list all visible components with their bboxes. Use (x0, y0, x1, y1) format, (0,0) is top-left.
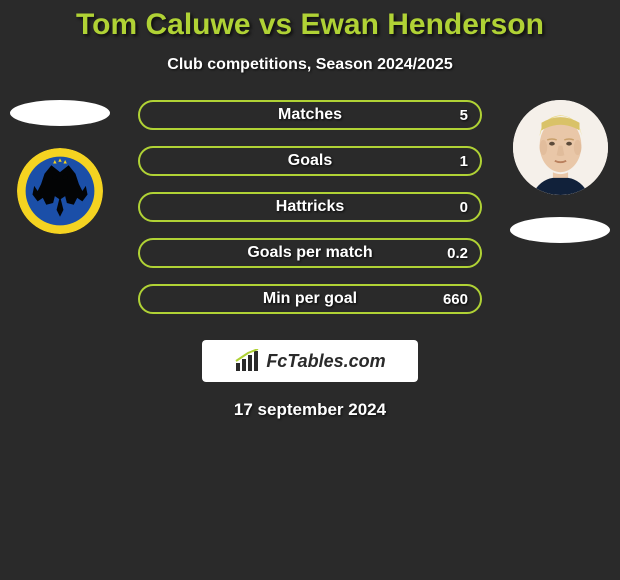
brand-badge: FcTables.com (202, 340, 418, 382)
comparison-container: Tom Caluwe vs Ewan Henderson Club compet… (0, 0, 620, 420)
stat-row-hattricks: Hattricks 0 (138, 192, 482, 222)
subtitle: Club competitions, Season 2024/2025 (0, 56, 620, 74)
stat-right-value: 660 (443, 291, 468, 308)
right-player-column (510, 100, 610, 243)
stat-right-value: 5 (460, 107, 468, 124)
stats-list: Matches 5 Goals 1 Hattricks 0 Goals per … (138, 100, 482, 314)
stat-row-matches: Matches 5 (138, 100, 482, 130)
stat-right-value: 0.2 (447, 245, 468, 262)
left-club-badge (17, 148, 103, 234)
stat-label: Hattricks (276, 198, 344, 216)
content-row: Matches 5 Goals 1 Hattricks 0 Goals per … (0, 100, 620, 314)
date-text: 17 september 2024 (0, 400, 620, 420)
stat-right-value: 0 (460, 199, 468, 216)
page-title: Tom Caluwe vs Ewan Henderson (0, 8, 620, 42)
bar-chart-icon (234, 349, 262, 373)
left-player-column (10, 100, 110, 234)
stat-right-value: 1 (460, 153, 468, 170)
stat-label: Matches (278, 106, 342, 124)
stat-row-goals-per-match: Goals per match 0.2 (138, 238, 482, 268)
right-club-placeholder (510, 217, 610, 243)
right-player-photo (513, 100, 608, 195)
stat-label: Goals per match (247, 244, 372, 262)
stat-row-min-per-goal: Min per goal 660 (138, 284, 482, 314)
brand-text: FcTables.com (266, 351, 385, 372)
stat-row-goals: Goals 1 (138, 146, 482, 176)
stat-label: Goals (288, 152, 332, 170)
stat-label: Min per goal (263, 290, 357, 308)
left-player-placeholder (10, 100, 110, 126)
